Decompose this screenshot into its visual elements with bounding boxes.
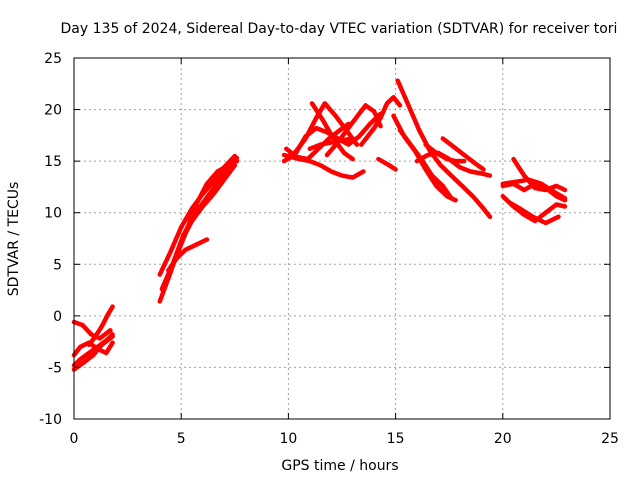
sdtvar-series-line [423, 142, 467, 164]
sdtvar-series-line [157, 163, 238, 304]
sdtvar-series-line [395, 78, 493, 220]
sdtvar-series-line [376, 156, 398, 172]
y-tick-label: 0 [53, 309, 62, 325]
sdtvar-series-line [71, 332, 115, 368]
sdtvar-series-line [284, 121, 351, 162]
x-axis-label: GPS time / hours [281, 458, 398, 474]
sdtvar-series-line [166, 237, 210, 273]
x-tick-label: 10 [279, 431, 297, 447]
y-tick-label: 15 [44, 154, 62, 170]
plot-frame [73, 57, 611, 420]
y-axis-label: SDTVAR / TECUs [6, 182, 22, 297]
sdtvar-series-line [309, 101, 355, 162]
x-tick-label: 15 [387, 431, 405, 447]
y-tick-label: 25 [44, 51, 62, 67]
y-tick-label: -10 [39, 412, 62, 428]
sdtvar-series-line [500, 177, 568, 201]
sdtvar-series-line [71, 319, 113, 341]
sdtvar-series-line [86, 304, 115, 347]
sdtvar-series-line [397, 127, 454, 201]
sdtvar-series-line [506, 200, 561, 226]
y-tick-label: 5 [53, 257, 62, 273]
sdtvar-series-line [414, 150, 493, 178]
x-tick-label: 0 [70, 431, 79, 447]
y-tick-label: 10 [44, 206, 62, 222]
x-tick-label: 5 [177, 431, 186, 447]
sdtvar-series-line [511, 156, 568, 193]
grid-lines [74, 58, 610, 419]
sdtvar-series-line [71, 340, 115, 358]
axis-ticks: 0 5 10 15 20 25 -10 -5 0 5 10 15 20 25 [39, 51, 619, 447]
sdtvar-series-line [359, 94, 403, 147]
x-tick-label: 20 [494, 431, 512, 447]
y-tick-label: -5 [48, 360, 62, 376]
x-tick-label: 25 [601, 431, 619, 447]
data-series-group [71, 78, 568, 372]
sdtvar-series-line [440, 136, 486, 172]
chart-title: Day 135 of 2024, Sidereal Day-to-day VTE… [61, 21, 618, 37]
y-tick-label: 20 [44, 103, 62, 119]
sdtvar-series-line [307, 136, 355, 152]
